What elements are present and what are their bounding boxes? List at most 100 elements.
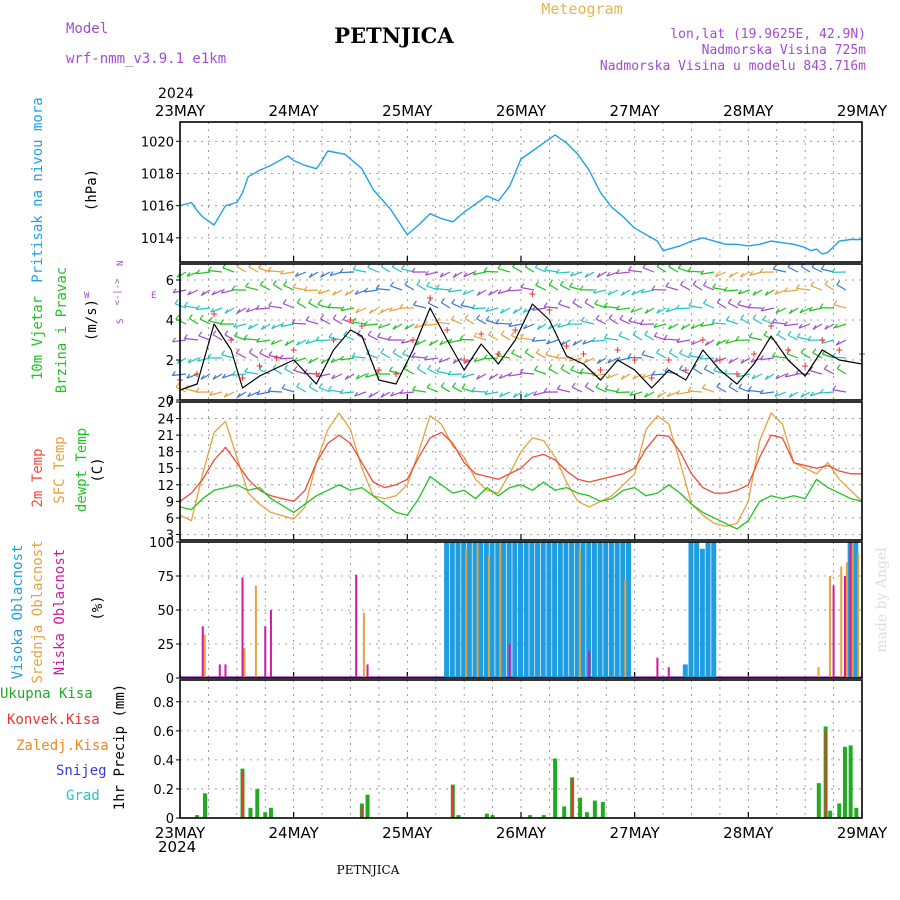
wind-barb-flag xyxy=(699,354,704,360)
wind-barb xyxy=(725,339,739,344)
wind-barb xyxy=(556,271,571,274)
wind-barb xyxy=(296,339,307,346)
wind-barb-flag xyxy=(426,281,431,287)
wind-barb-flag xyxy=(715,272,719,277)
wind-barb xyxy=(271,339,283,346)
grid xyxy=(180,122,862,262)
wind-barb xyxy=(836,284,847,291)
wind-barb-flag xyxy=(523,392,528,398)
wind-barb xyxy=(716,339,727,346)
wind-barb-flag xyxy=(607,358,612,364)
wind-barb-flag xyxy=(332,314,337,319)
wind-barb xyxy=(762,319,775,325)
wind-barb xyxy=(784,323,799,327)
wind-barb xyxy=(607,357,619,364)
wind-barb-flag xyxy=(737,300,742,305)
wind-barb-flag xyxy=(339,389,344,394)
wind-barb-flag xyxy=(388,366,393,372)
wind-barb-flag xyxy=(679,280,684,286)
wind-barb-flag xyxy=(644,309,649,314)
legend-snow: Snijeg xyxy=(56,763,107,779)
temp-ylabel-2: SFC Temp xyxy=(52,436,68,503)
wind-barb xyxy=(355,307,367,314)
wind-barb-flag xyxy=(555,353,560,359)
coords-text: lon,lat (19.9625E, 42.9N) xyxy=(670,27,866,42)
day-label-top: 27MAY xyxy=(610,102,661,120)
wind-barb-flag xyxy=(774,289,779,295)
wind-barb xyxy=(728,271,739,278)
wind-barb xyxy=(438,357,451,363)
wind-barb-flag xyxy=(557,322,562,328)
wind-barb xyxy=(688,270,703,273)
wind-barb xyxy=(271,323,283,330)
cloud-ylabel-1: Visoka Oblacnost xyxy=(10,545,26,680)
wind-barb xyxy=(535,284,547,291)
high-cloud-bar xyxy=(455,542,461,678)
wind-barb xyxy=(268,390,283,393)
high-cloud-bar xyxy=(461,542,467,678)
wind-barb-flag xyxy=(831,267,836,273)
wind-barb xyxy=(654,335,667,341)
low-cloud-bar xyxy=(588,650,591,678)
wind-barb xyxy=(688,355,703,359)
wind-barb-flag xyxy=(728,273,733,278)
wind-barb-flag xyxy=(632,374,637,380)
gust-marker xyxy=(529,291,536,297)
wind-barb xyxy=(800,266,811,273)
wind-barb-flag xyxy=(559,280,564,286)
wind-barb xyxy=(415,339,427,346)
legend-total-rain: Ukupna Kisa xyxy=(0,686,93,702)
y-tick-label: 1020 xyxy=(141,135,174,150)
high-cloud-bar xyxy=(495,542,501,678)
wind-barb-flag xyxy=(750,357,755,363)
wind-barb xyxy=(619,318,631,325)
wind-barb-flag xyxy=(723,286,728,292)
wind-barb-flag xyxy=(200,375,205,380)
wind-barb-flag xyxy=(427,298,432,304)
wind-barb-flag xyxy=(615,305,620,311)
wind-barb xyxy=(824,368,835,375)
wind-barb-flag xyxy=(606,373,611,379)
wind-barb-flag xyxy=(556,384,561,390)
wind-barb-flag xyxy=(280,269,285,275)
wind-barb xyxy=(810,285,823,291)
high-cloud-bar xyxy=(489,542,495,678)
wind-barb-flag xyxy=(364,287,369,293)
wind-barb-flag xyxy=(615,388,620,393)
wind-barb xyxy=(488,373,499,380)
wind-barb xyxy=(595,386,607,393)
footer-station: PETNJICA xyxy=(337,863,400,877)
wind-barb-flag xyxy=(424,270,429,276)
wind-barb xyxy=(413,304,427,309)
wind-barb xyxy=(427,368,439,375)
wind-barb xyxy=(331,373,343,380)
wind-barb xyxy=(500,307,511,314)
wind-barb xyxy=(836,339,847,346)
wind-barb-flag xyxy=(821,349,826,355)
y-tick-label: 27 xyxy=(157,396,174,411)
wind-barb xyxy=(272,284,283,291)
gust-marker xyxy=(768,323,775,329)
wind-barb xyxy=(308,357,319,364)
gust-marker xyxy=(239,375,246,381)
wind-barb-flag xyxy=(500,308,505,314)
wind-barb xyxy=(256,339,271,343)
wind-barb-flag xyxy=(499,392,504,398)
wind-barb xyxy=(292,322,307,325)
wind-barb xyxy=(284,368,295,375)
wind-barb-flag xyxy=(183,334,188,339)
gust-marker xyxy=(444,327,451,333)
wind-barb-flag xyxy=(824,324,829,330)
high-cloud-bar xyxy=(603,542,609,678)
wind-barb-flag xyxy=(460,300,465,306)
wind-barb-flag xyxy=(294,272,299,277)
wind-barb-flag xyxy=(606,271,611,277)
wind-barb-flag xyxy=(747,385,752,391)
wind-barb xyxy=(616,271,631,275)
wind-barb xyxy=(317,289,331,295)
wind-barb xyxy=(426,285,439,291)
wind-barb-flag xyxy=(800,392,805,398)
wind-barb xyxy=(342,319,355,325)
wind-barb xyxy=(740,318,751,325)
wind-barb-flag xyxy=(485,307,490,312)
